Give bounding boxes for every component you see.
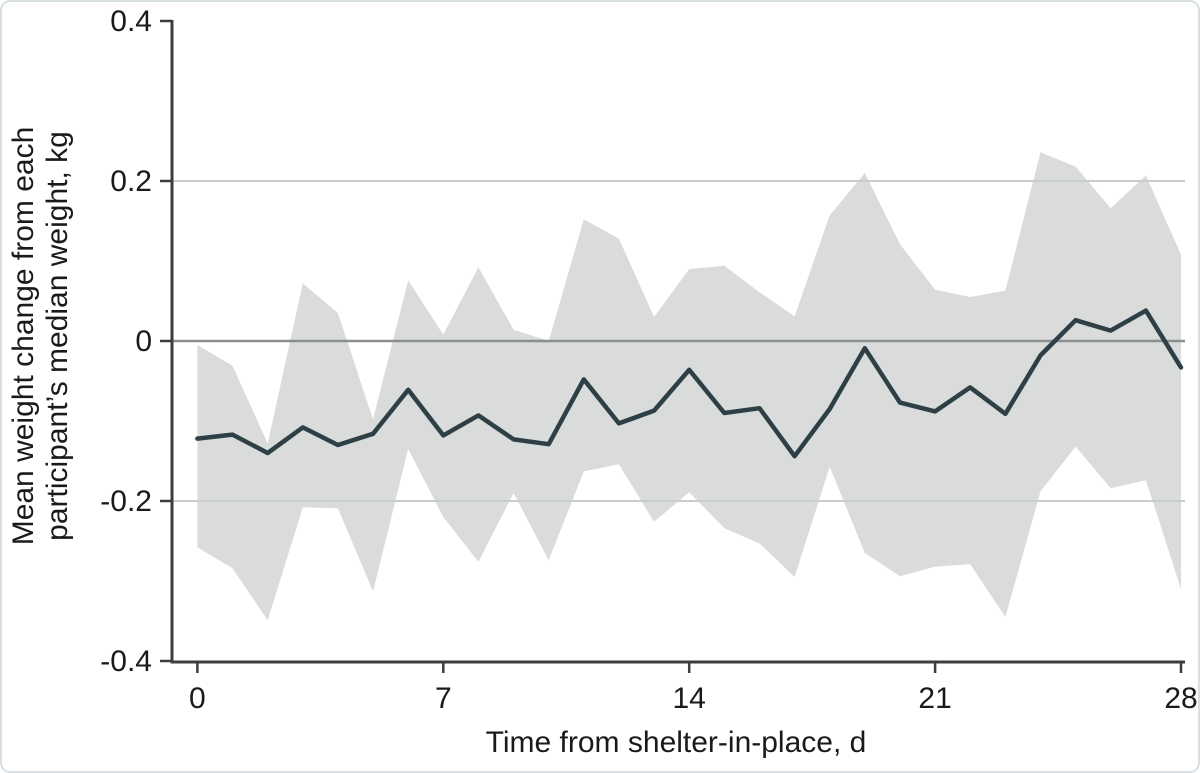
x-axis-ticks: 0 7 14 21 28 bbox=[189, 662, 1198, 715]
y-tick-label: 0 bbox=[135, 325, 152, 358]
grid-lines bbox=[172, 180, 1185, 502]
y-axis-title-line2: participant’s median weight, kg bbox=[41, 131, 74, 541]
mean-weight-change-line bbox=[195, 308, 1184, 459]
mean-line bbox=[195, 308, 1184, 459]
x-tick-label: 21 bbox=[918, 682, 951, 715]
ci-band bbox=[197, 152, 1181, 621]
x-tick-label: 28 bbox=[1164, 682, 1197, 715]
confidence-band-area bbox=[197, 152, 1181, 621]
x-tick-label: 0 bbox=[189, 682, 206, 715]
x-tick-label: 14 bbox=[673, 682, 706, 715]
y-tick-label: 0.2 bbox=[110, 165, 152, 198]
y-tick-label: -0.4 bbox=[100, 645, 152, 678]
y-axis-title-line1: Mean weight change from each bbox=[7, 127, 40, 546]
y-tick-label: -0.2 bbox=[100, 485, 152, 518]
y-tick-label: 0.4 bbox=[110, 5, 152, 38]
y-axis-ticks: 0.4 0.2 0 -0.2 -0.4 bbox=[100, 5, 172, 678]
x-axis-title: Time from shelter-in-place, d bbox=[486, 726, 867, 759]
x-tick-label: 7 bbox=[435, 682, 452, 715]
